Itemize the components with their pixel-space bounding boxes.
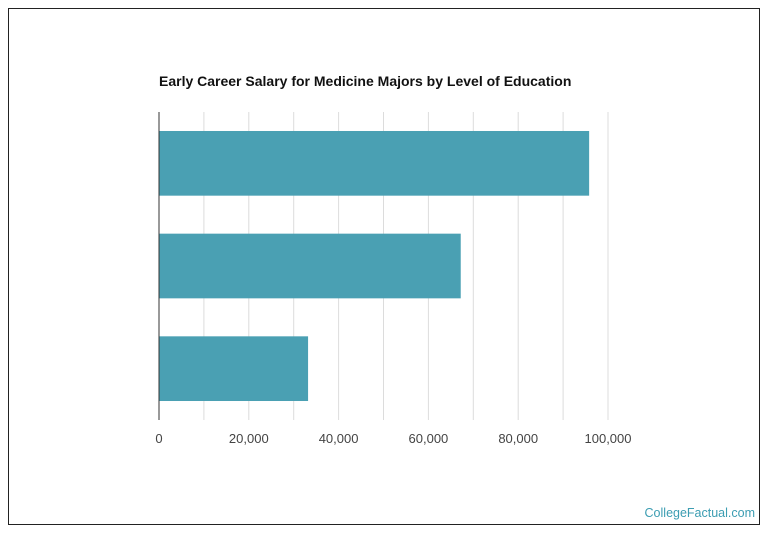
- x-tick-label: 40,000: [319, 431, 359, 446]
- bars: [159, 130, 590, 402]
- x-tick-label: 80,000: [498, 431, 538, 446]
- bar: [159, 130, 590, 196]
- bar: [159, 233, 461, 299]
- chart-frame: [8, 8, 760, 525]
- source-credit-link[interactable]: CollegeFactual.com: [644, 506, 755, 520]
- chart-title: Early Career Salary for Medicine Majors …: [159, 73, 572, 89]
- x-tick-label: 100,000: [585, 431, 632, 446]
- x-tick-label: 0: [155, 431, 162, 446]
- x-tick-label: 20,000: [229, 431, 269, 446]
- bar: [159, 336, 309, 402]
- x-axis-ticks: 0 20,000 40,000 60,000 80,000 100,000: [155, 431, 631, 446]
- x-tick-label: 60,000: [409, 431, 449, 446]
